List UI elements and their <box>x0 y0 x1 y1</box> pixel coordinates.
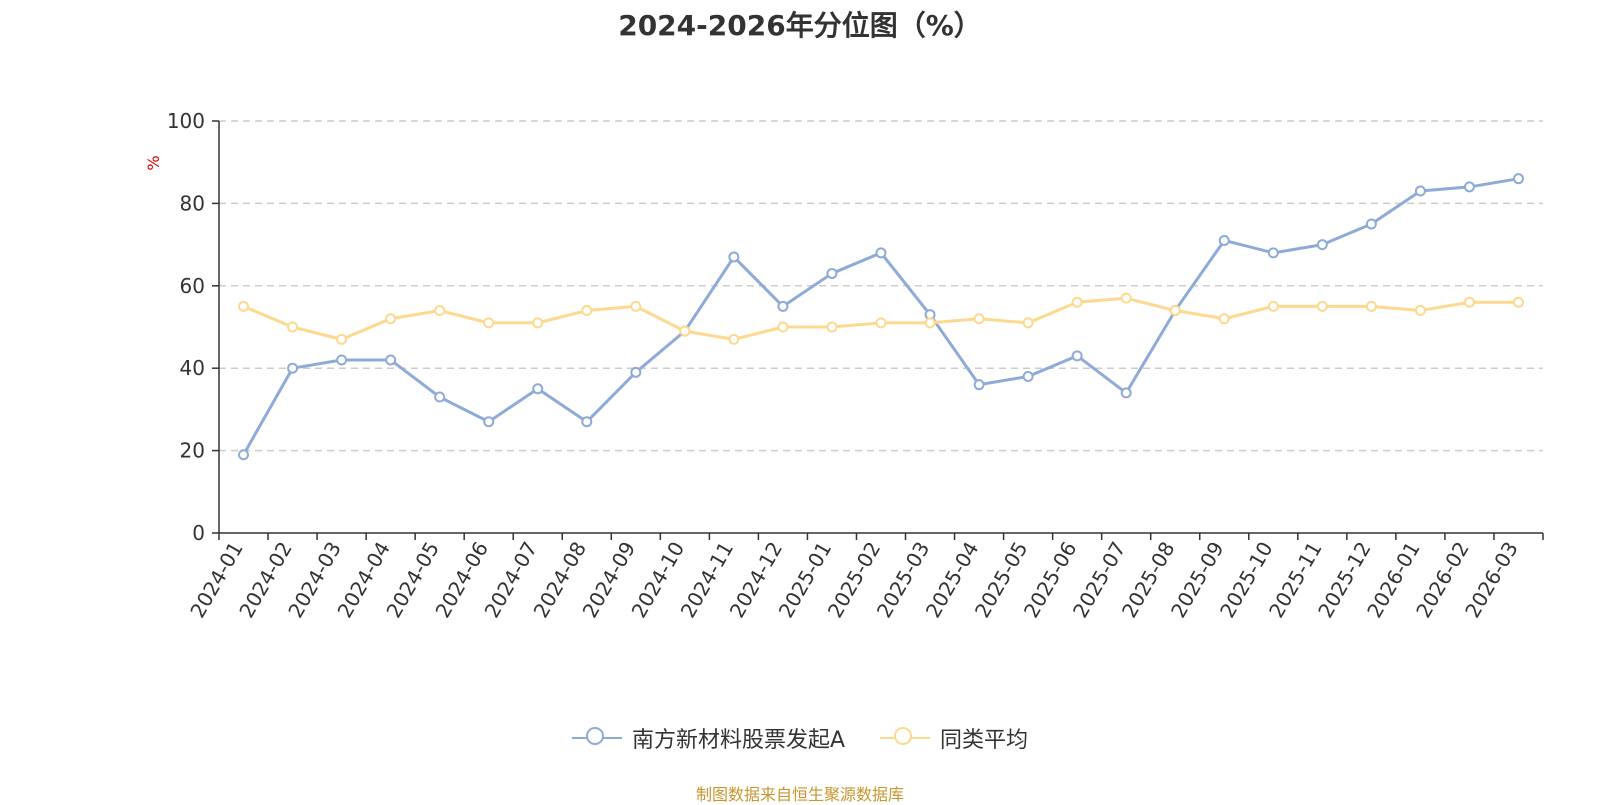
data-point-series-0 <box>826 267 838 279</box>
legend-circle-icon <box>894 727 913 745</box>
data-point-series-1 <box>1218 313 1230 325</box>
axes: 0204060801002024-012024-022024-032024-04… <box>167 109 1544 622</box>
data-point-series-0 <box>385 354 397 366</box>
data-source-note: 制图数据来自恒生聚源数据库 <box>695 785 904 804</box>
y-axis-unit-label: % <box>144 155 163 170</box>
data-point-series-1 <box>1267 300 1279 312</box>
legend-swatch-series-1 <box>880 727 931 748</box>
data-point-series-0 <box>875 247 887 259</box>
data-point-series-0 <box>1316 239 1328 251</box>
data-point-series-1 <box>1414 305 1426 317</box>
data-point-series-1 <box>238 300 250 312</box>
data-point-series-0 <box>1218 234 1230 246</box>
data-point-series-1 <box>1022 317 1034 329</box>
legend-circle-icon <box>585 727 604 745</box>
legend-label-series-0: 南方新材料股票发起A <box>631 728 846 753</box>
data-point-series-0 <box>1365 218 1377 230</box>
data-point-series-0 <box>532 383 544 395</box>
data-point-series-1 <box>875 317 887 329</box>
legend-label-series-1: 同类平均 <box>940 728 1029 753</box>
series-line-0 <box>242 177 1519 456</box>
data-point-series-1 <box>630 300 642 312</box>
line-chart: 0204060801002024-012024-022024-032024-04… <box>144 109 1544 622</box>
data-point-series-0 <box>973 379 985 391</box>
y-tick-label: 0 <box>192 521 205 545</box>
data-point-series-1 <box>1463 296 1475 308</box>
data-point-series-0 <box>1414 185 1426 197</box>
grid-lines <box>219 120 1543 452</box>
data-point-series-1 <box>973 313 985 325</box>
y-tick-label: 60 <box>180 274 205 298</box>
data-point-series-1 <box>287 321 299 333</box>
data-point-series-0 <box>581 416 593 428</box>
y-tick-label: 20 <box>180 439 205 463</box>
series <box>238 173 1524 461</box>
data-point-series-1 <box>434 305 446 317</box>
data-point-series-1 <box>532 317 544 329</box>
y-tick-label: 100 <box>167 109 205 133</box>
legend-item-series-1[interactable]: 同类平均 <box>880 722 1028 754</box>
data-point-series-0 <box>336 354 348 366</box>
data-point-series-1 <box>336 333 348 345</box>
data-point-series-0 <box>1267 247 1279 259</box>
data-point-series-1 <box>1365 300 1377 312</box>
data-point-series-0 <box>1071 350 1083 362</box>
data-point-series-1 <box>924 317 936 329</box>
data-point-series-1 <box>1169 305 1181 317</box>
data-point-series-1 <box>483 317 495 329</box>
data-point-series-1 <box>1071 296 1083 308</box>
legend-item-series-0[interactable]: 南方新材料股票发起A <box>571 722 846 754</box>
data-point-series-1 <box>777 321 789 333</box>
data-point-series-1 <box>1120 292 1132 304</box>
data-point-series-1 <box>1316 300 1328 312</box>
data-point-series-1 <box>826 321 838 333</box>
data-point-series-0 <box>483 416 495 428</box>
y-tick-label: 80 <box>180 191 205 215</box>
data-point-series-0 <box>1512 173 1524 185</box>
legend: 南方新材料股票发起A 同类平均 <box>0 722 1600 754</box>
data-point-series-0 <box>630 366 642 378</box>
data-point-series-0 <box>1463 181 1475 193</box>
data-point-series-0 <box>434 391 446 403</box>
data-point-series-0 <box>1120 387 1132 399</box>
data-point-series-1 <box>728 333 740 345</box>
data-point-series-1 <box>385 313 397 325</box>
data-point-series-1 <box>1512 296 1524 308</box>
y-tick-label: 40 <box>180 356 205 380</box>
chart-title: 2024-2026年分位图（%） <box>618 9 982 42</box>
legend-swatch-series-0 <box>571 727 622 748</box>
data-point-series-0 <box>777 300 789 312</box>
data-point-series-0 <box>1022 370 1034 382</box>
data-point-series-1 <box>679 325 691 337</box>
data-point-series-0 <box>728 251 740 263</box>
data-point-series-0 <box>238 449 250 461</box>
data-point-series-1 <box>581 305 593 317</box>
data-point-series-0 <box>287 362 299 374</box>
